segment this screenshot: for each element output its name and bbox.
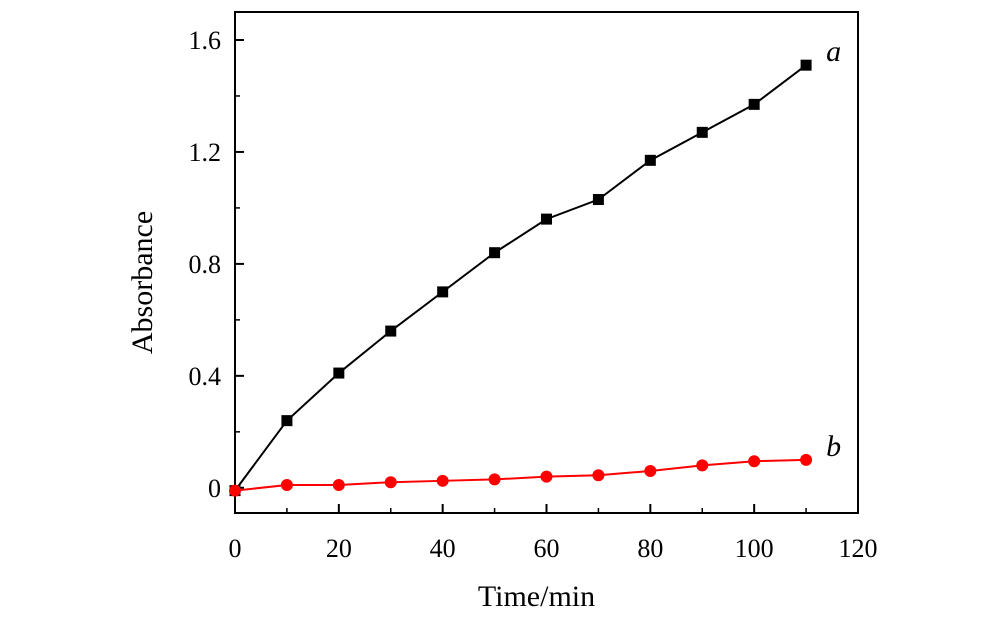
series-a-point [748, 98, 760, 110]
series-b-line [234, 458, 807, 492]
y-tick-label: 1.6 [189, 26, 222, 55]
series-b-point [644, 465, 657, 478]
series-a-point [696, 126, 708, 138]
series-b-point [280, 479, 293, 492]
x-tick-label: 40 [430, 534, 456, 563]
series-layer: ab [229, 35, 841, 497]
series-a-point [437, 286, 449, 298]
y-tick-label: 1.2 [189, 138, 222, 167]
series-a-point [541, 213, 552, 225]
series-a-point [333, 367, 345, 379]
axes [234, 11, 859, 514]
x-tick-label: 20 [326, 534, 352, 563]
series-a-point [281, 415, 293, 427]
series-b-label: b [826, 430, 841, 463]
x-tick-label: 60 [534, 534, 560, 563]
series-b-point [800, 453, 813, 466]
y-tick-label: 0 [208, 474, 221, 503]
series-b-point [540, 470, 553, 483]
series-a: a [229, 35, 841, 497]
series-a-line [234, 64, 807, 492]
y-tick-label: 0.4 [189, 362, 222, 391]
series-b-point [488, 473, 501, 486]
y-axis-title: Absorbance [126, 211, 159, 354]
series-b-point [748, 455, 761, 468]
ticks: 0 20 40 60 80 100 120 0 0.4 0.8 1.2 1.6 [189, 26, 878, 563]
series-b-point [696, 459, 709, 472]
plot-frame [234, 11, 859, 514]
series-b-point [436, 474, 449, 487]
series-b: b [229, 430, 841, 497]
series-a-point [800, 59, 812, 71]
series-b-point [592, 469, 605, 482]
x-tick-label: 0 [229, 534, 242, 563]
series-b-point [384, 476, 397, 489]
series-a-label: a [826, 35, 841, 68]
series-b-point [229, 484, 241, 497]
x-axis-title: Time/min [478, 580, 595, 613]
series-b-point [332, 479, 345, 492]
x-tick-label: 80 [637, 534, 663, 563]
x-tick-label: 120 [839, 534, 878, 563]
series-a-point [489, 247, 501, 259]
series-a-point [592, 194, 604, 206]
series-a-point [385, 325, 397, 337]
series-a-point [644, 154, 656, 166]
x-tick-label: 100 [735, 534, 774, 563]
y-tick-label: 0.8 [189, 250, 222, 279]
